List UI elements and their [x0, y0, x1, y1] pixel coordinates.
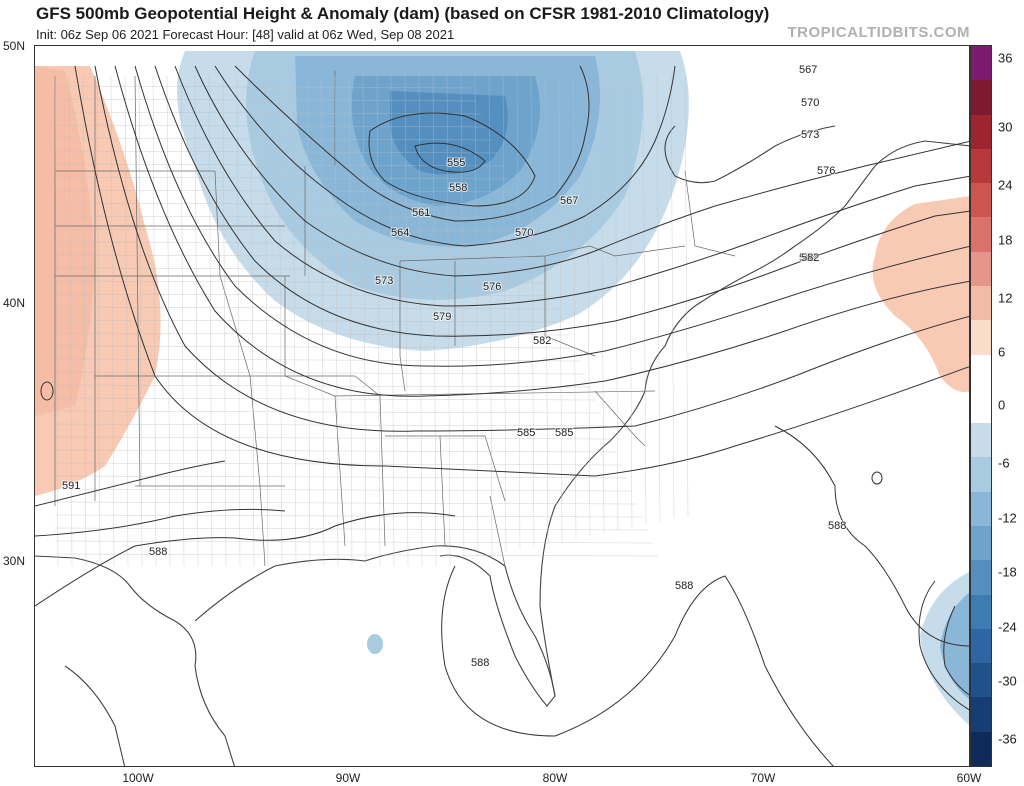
- map-panel: 555 558 561 564 567 570 573 576 579 582 585 588 591 5…: [34, 45, 970, 767]
- contour-label: 585: [555, 427, 573, 439]
- lon-label-70w: 70W: [750, 771, 776, 785]
- colorbar-segment: [971, 663, 991, 698]
- lon-label-90w: 90W: [335, 771, 361, 785]
- contour-label: 573: [375, 275, 393, 287]
- lon-label-100w: 100W: [122, 771, 154, 785]
- contour-label: 558: [449, 182, 467, 194]
- contour-label: 588: [149, 546, 167, 558]
- contour-label: 570: [515, 227, 533, 239]
- colorbar-label: -6: [998, 455, 1010, 471]
- colorbar-segment: [971, 697, 991, 733]
- colorbar-label: 18: [998, 232, 1013, 248]
- contour-label: 576: [483, 281, 501, 293]
- colorbar-segment: [971, 114, 991, 150]
- contour-label: 591: [62, 480, 80, 492]
- contour-label: 588: [675, 580, 693, 592]
- state-borders: [54, 71, 736, 567]
- contour-label: 567: [799, 64, 817, 76]
- colorbar-segment: [971, 423, 991, 458]
- colorbar-segment: [971, 46, 991, 81]
- contour-label: 579: [433, 311, 451, 323]
- colorbar-label: -36: [998, 731, 1017, 747]
- lat-label-40n: 40N: [3, 296, 26, 310]
- colorbar-segment: [971, 286, 991, 321]
- colorbar-label: -12: [998, 510, 1017, 526]
- contour-label: 561: [412, 207, 430, 219]
- lon-label-60w: 60W: [956, 771, 982, 785]
- colorbar-segment: [971, 388, 991, 424]
- colorbar-segment: [971, 251, 991, 287]
- colorbar-segment: [971, 457, 991, 493]
- colorbar-segment: [971, 183, 991, 218]
- contour-label: 555: [447, 157, 465, 169]
- contour-label: 564: [391, 227, 409, 239]
- colorbar-segment: [971, 526, 991, 561]
- colorbar-segment: [971, 628, 991, 664]
- colorbar-segment: [971, 80, 991, 116]
- negative-anomaly-gulf: [367, 634, 383, 654]
- colorbar-segment: [971, 594, 991, 630]
- positive-anomaly-west-inner: [35, 66, 95, 416]
- colorbar-segment: [971, 320, 991, 356]
- contour-label: 582: [533, 335, 551, 347]
- colorbar-label: 30: [998, 119, 1013, 135]
- contour-label: 585: [517, 427, 535, 439]
- colorbar-segment: [971, 491, 991, 527]
- brand-watermark: TROPICALTIDBITS.COM: [787, 24, 970, 41]
- negative-anomaly-atlantic-inner: [940, 592, 969, 700]
- county-mesh: [54, 75, 689, 567]
- colorbar-label: 0: [998, 397, 1006, 413]
- anomaly-colorbar: [970, 45, 992, 767]
- height-contours: [35, 65, 969, 766]
- lon-label-80w: 80W: [542, 771, 568, 785]
- colorbar-segment: [971, 354, 991, 390]
- lat-label-50n: 50N: [3, 39, 26, 53]
- coastlines: [35, 125, 969, 766]
- contour-label: 588: [471, 657, 489, 669]
- contour-label: 582: [799, 252, 817, 264]
- colorbar-segment: [971, 731, 991, 767]
- colorbar-label: 36: [998, 50, 1013, 66]
- colorbar-label: -18: [998, 564, 1017, 580]
- map-subtitle: Init: 06z Sep 06 2021 Forecast Hour: [48…: [36, 27, 455, 42]
- contour-label: 582: [801, 252, 819, 264]
- contour-label: 576: [817, 165, 835, 177]
- colorbar-label: 24: [998, 177, 1013, 193]
- colorbar-label: 6: [998, 344, 1006, 360]
- map-title: GFS 500mb Geopotential Height & Anomaly …: [36, 4, 770, 23]
- colorbar-segment: [971, 217, 991, 253]
- colorbar-segment: [971, 148, 991, 184]
- colorbar-label: -24: [998, 619, 1017, 635]
- contour-label: 588: [828, 520, 846, 532]
- positive-anomaly-east: [872, 196, 969, 392]
- contour-label: 573: [801, 129, 819, 141]
- colorbar-label: 12: [998, 290, 1013, 306]
- contour-label: 567: [560, 195, 578, 207]
- colorbar-segment: [971, 560, 991, 596]
- lat-label-30n: 30N: [3, 554, 26, 568]
- contour-label: 570: [801, 97, 819, 109]
- colorbar-label: -30: [998, 673, 1017, 689]
